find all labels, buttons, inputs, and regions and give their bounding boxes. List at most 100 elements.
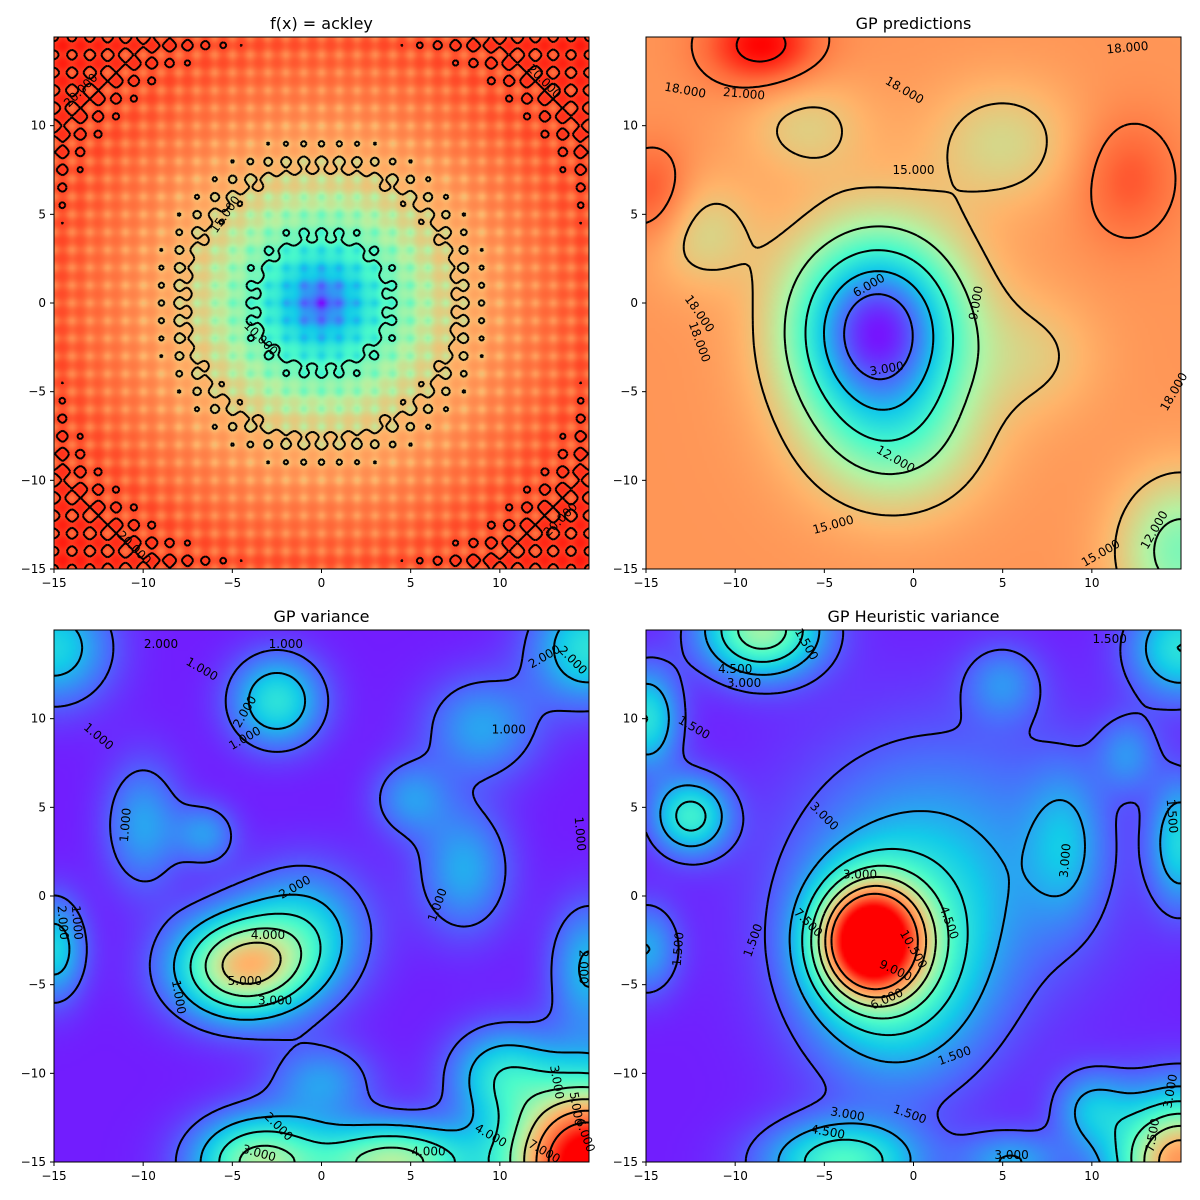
contour-line <box>189 912 589 1162</box>
y-tick-label: 5 <box>630 207 638 221</box>
y-tick-label: −5 <box>28 385 46 399</box>
contour-line <box>682 102 1181 569</box>
contour-label: 2.000 <box>144 637 178 651</box>
panel-title: GP variance <box>273 607 369 626</box>
contour-line <box>535 1109 589 1162</box>
contour-line <box>830 892 919 991</box>
contour-label: 7.500 <box>1143 1117 1163 1153</box>
contour-label: 3.000 <box>547 1064 567 1100</box>
x-tick-label: −15 <box>41 1169 66 1183</box>
contour-label: 3.000 <box>829 1104 865 1124</box>
contour-label: 3.000 <box>1057 843 1074 878</box>
y-tick-label: 0 <box>38 296 46 310</box>
x-tick-label: −15 <box>41 576 66 590</box>
x-tick-label: 5 <box>407 576 415 590</box>
contour-label: 4.000 <box>411 1144 445 1158</box>
y-tick-label: 10 <box>623 712 638 726</box>
x-tick-label: −5 <box>223 576 241 590</box>
x-tick-label: 10 <box>1084 576 1099 590</box>
contour-label: 1.500 <box>1092 632 1126 646</box>
panel-bottom-right: 1.5004.5003.0001.5001.5001.5003.0003.000… <box>613 607 1182 1183</box>
x-tick-label: 5 <box>999 1169 1007 1183</box>
contour-line <box>817 875 1181 1162</box>
contour-label: 3.000 <box>258 994 292 1008</box>
y-tick-label: −15 <box>613 1155 638 1169</box>
contour-line <box>735 37 787 63</box>
contour-label: 4.000 <box>251 928 285 942</box>
contour-label: 3.000 <box>994 1148 1028 1162</box>
panel-title: f(x) = ackley <box>270 14 373 33</box>
contour-label: 1.000 <box>269 637 303 651</box>
y-tick-label: 0 <box>38 889 46 903</box>
contour-label: 2.000 <box>577 950 591 984</box>
x-tick-label: 0 <box>318 576 326 590</box>
x-tick-label: 10 <box>492 576 507 590</box>
x-tick-label: 10 <box>1084 1169 1099 1183</box>
contour-line <box>54 630 589 1162</box>
heatmap-image <box>646 630 1181 1162</box>
contour-line <box>547 1121 589 1162</box>
contour-label: 5.000 <box>567 1091 587 1127</box>
contour-line <box>54 630 589 1162</box>
contour-line <box>646 630 1181 1162</box>
x-tick-label: −10 <box>723 1169 748 1183</box>
contour-label: 3.000 <box>869 359 905 379</box>
contour-line <box>783 225 1181 569</box>
contour-line <box>737 630 1181 1162</box>
x-tick-label: 5 <box>407 1169 415 1183</box>
y-tick-label: −15 <box>21 562 46 576</box>
contour-line <box>824 884 1181 1162</box>
contour-line <box>823 270 935 411</box>
contour-line <box>646 37 1177 239</box>
panel-title: GP predictions <box>856 14 972 33</box>
y-tick-label: 10 <box>31 712 46 726</box>
y-tick-label: −15 <box>613 562 638 576</box>
contour-label: 1.500 <box>670 931 687 966</box>
contour-label: 1.000 <box>117 807 134 842</box>
y-tick-label: −10 <box>21 1066 46 1080</box>
y-tick-label: −10 <box>613 473 638 487</box>
x-tick-label: 10 <box>492 1169 507 1183</box>
contour-line <box>646 630 1181 1162</box>
y-tick-label: 5 <box>38 207 46 221</box>
x-tick-label: 0 <box>910 1169 918 1183</box>
contour-label: 15.000 <box>893 163 935 177</box>
x-tick-label: −5 <box>815 1169 833 1183</box>
y-tick-label: −5 <box>620 385 638 399</box>
y-tick-label: −10 <box>21 473 46 487</box>
contour-label: 3.000 <box>727 676 761 690</box>
heatmap-image <box>646 37 1181 569</box>
contour-line <box>221 941 589 1162</box>
x-tick-label: −5 <box>815 576 833 590</box>
y-tick-label: 5 <box>38 800 46 814</box>
x-tick-label: 5 <box>999 576 1007 590</box>
x-tick-label: −10 <box>131 576 156 590</box>
contour-line <box>646 630 1181 1162</box>
y-tick-label: 0 <box>630 889 638 903</box>
contour-label: 1.000 <box>492 722 526 736</box>
contour-line <box>157 139 486 467</box>
y-tick-label: −5 <box>28 978 46 992</box>
x-tick-label: 0 <box>318 1169 326 1183</box>
contour-line <box>804 249 955 442</box>
contour-line <box>843 293 914 381</box>
y-tick-label: 10 <box>623 119 638 133</box>
contour-label: 21.000 <box>723 85 766 103</box>
y-tick-label: −10 <box>613 1066 638 1080</box>
contour-label: 4.500 <box>810 1122 846 1142</box>
contour-label: 1.000 <box>572 816 589 851</box>
contour-label: 1.000 <box>169 979 189 1015</box>
contour-line <box>245 226 398 380</box>
contour-label: 3.000 <box>843 868 877 882</box>
y-tick-label: −5 <box>620 978 638 992</box>
x-tick-label: 0 <box>910 576 918 590</box>
panel-title: GP Heuristic variance <box>828 607 1000 626</box>
contour-label: 1.500 <box>1164 798 1181 833</box>
x-tick-label: −5 <box>223 1169 241 1183</box>
x-tick-label: −10 <box>131 1169 156 1183</box>
x-tick-label: −10 <box>723 576 748 590</box>
contour-label: 4.500 <box>718 662 752 676</box>
